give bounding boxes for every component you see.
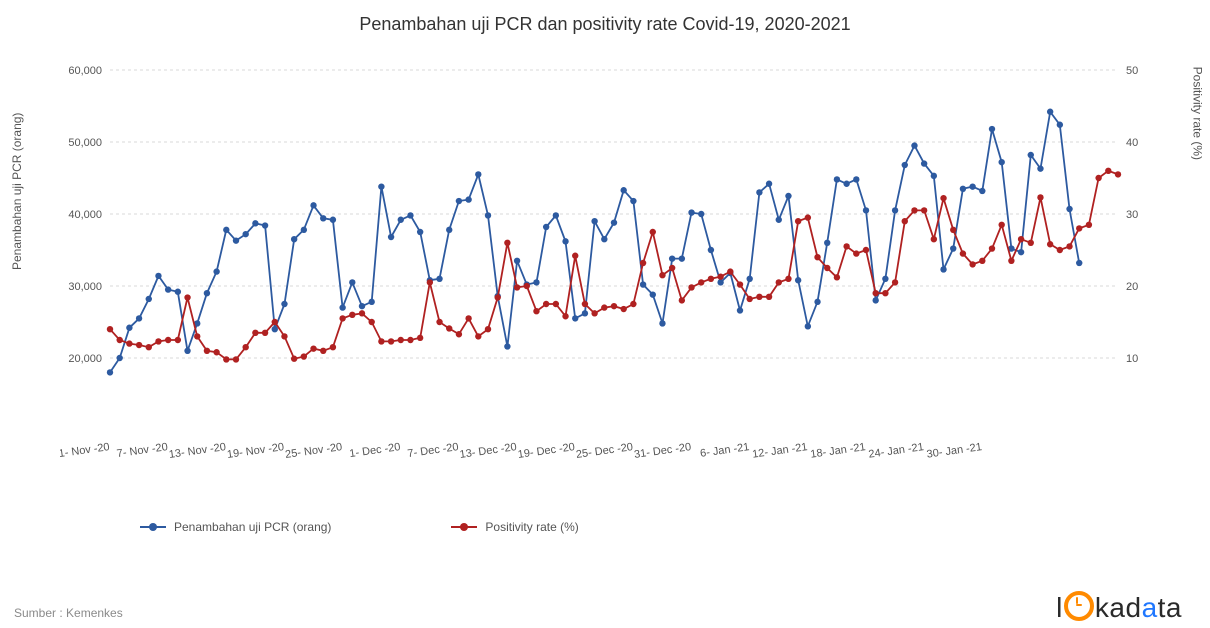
source-text: Sumber : Kemenkes — [14, 606, 123, 620]
svg-text:20,000: 20,000 — [68, 353, 102, 365]
svg-text:40,000: 40,000 — [68, 209, 102, 221]
svg-text:6- Jan -21: 6- Jan -21 — [699, 441, 750, 460]
svg-text:30- Jan -21: 30- Jan -21 — [926, 441, 983, 461]
chart-title: Penambahan uji PCR dan positivity rate C… — [0, 14, 1210, 35]
brand-text-3: ta — [1158, 592, 1182, 623]
legend-label-pcr: Penambahan uji PCR (orang) — [174, 520, 331, 534]
svg-text:50: 50 — [1126, 65, 1138, 77]
svg-text:7- Dec -20: 7- Dec -20 — [407, 441, 460, 460]
svg-text:30: 30 — [1126, 209, 1138, 221]
svg-text:40: 40 — [1126, 137, 1138, 149]
brand-logo: l kadata — [1056, 591, 1182, 624]
svg-text:1- Nov -20: 1- Nov -20 — [60, 441, 110, 460]
svg-text:24- Jan -21: 24- Jan -21 — [868, 441, 925, 461]
svg-text:30,000: 30,000 — [68, 281, 102, 293]
svg-text:12- Jan -21: 12- Jan -21 — [751, 441, 808, 461]
legend-swatch-positivity — [451, 526, 477, 528]
svg-text:25- Nov -20: 25- Nov -20 — [284, 441, 343, 461]
brand-text-1: l — [1056, 592, 1063, 623]
legend-item-pcr: Penambahan uji PCR (orang) — [140, 520, 331, 534]
svg-text:13- Nov -20: 13- Nov -20 — [168, 441, 227, 461]
svg-text:10: 10 — [1126, 353, 1138, 365]
svg-text:1- Dec -20: 1- Dec -20 — [349, 441, 402, 460]
svg-text:31- Dec -20: 31- Dec -20 — [633, 441, 692, 461]
y-axis-right-label: Positivity rate (%) — [1190, 67, 1204, 160]
svg-text:60,000: 60,000 — [68, 65, 102, 77]
brand-letter-a: a — [1142, 592, 1158, 623]
svg-text:50,000: 50,000 — [68, 137, 102, 149]
svg-text:19- Nov -20: 19- Nov -20 — [226, 441, 285, 461]
plot-area: 20,000 30,000 40,000 50,000 60,000 10 20 30 40 50… — [60, 60, 1160, 470]
y-axis-left-label: Penambahan uji PCR (orang) — [10, 113, 24, 270]
svg-text:19- Dec -20: 19- Dec -20 — [517, 441, 576, 461]
svg-text:25- Dec -20: 25- Dec -20 — [575, 441, 634, 461]
svg-text:20: 20 — [1126, 281, 1138, 293]
legend-item-positivity: Positivity rate (%) — [451, 520, 578, 534]
chart-svg: 20,000 30,000 40,000 50,000 60,000 10 20 30 40 50… — [60, 60, 1160, 470]
clock-icon — [1064, 591, 1094, 621]
svg-text:18- Jan -21: 18- Jan -21 — [810, 441, 867, 461]
brand-text-2: kad — [1095, 592, 1142, 623]
svg-text:13- Dec -20: 13- Dec -20 — [459, 441, 518, 461]
legend: Penambahan uji PCR (orang) Positivity ra… — [140, 520, 579, 534]
legend-swatch-pcr — [140, 526, 166, 528]
legend-label-positivity: Positivity rate (%) — [485, 520, 578, 534]
svg-text:7- Nov -20: 7- Nov -20 — [116, 441, 169, 460]
chart-stage: Penambahan uji PCR dan positivity rate C… — [0, 0, 1210, 628]
